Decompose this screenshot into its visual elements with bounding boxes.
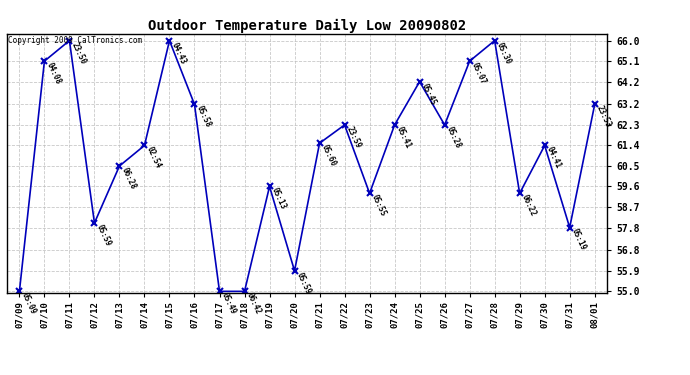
Text: 05:59: 05:59 [95,223,112,248]
Text: 04:43: 04:43 [170,40,188,65]
Text: 23:59: 23:59 [344,125,362,150]
Text: 06:42: 06:42 [244,291,262,316]
Text: 05:30: 05:30 [495,40,513,65]
Text: 02:54: 02:54 [144,146,162,170]
Text: 04:41: 04:41 [544,146,562,170]
Text: 23:53: 23:53 [595,104,613,129]
Text: 04:08: 04:08 [44,61,62,86]
Text: Copyright 2009 CalTronics.com: Copyright 2009 CalTronics.com [8,36,142,45]
Text: 05:13: 05:13 [270,186,288,211]
Text: 05:60: 05:60 [319,143,337,168]
Text: 05:45: 05:45 [420,82,437,106]
Text: 05:59: 05:59 [295,271,313,296]
Text: 05:58: 05:58 [195,104,213,129]
Text: 05:19: 05:19 [570,228,588,252]
Text: 05:28: 05:28 [444,125,462,150]
Title: Outdoor Temperature Daily Low 20090802: Outdoor Temperature Daily Low 20090802 [148,18,466,33]
Text: 05:09: 05:09 [19,291,37,316]
Text: 05:07: 05:07 [470,61,488,86]
Text: 05:41: 05:41 [395,125,413,150]
Text: 06:28: 06:28 [119,166,137,191]
Text: 05:55: 05:55 [370,194,388,218]
Text: 23:50: 23:50 [70,40,88,65]
Text: 05:49: 05:49 [219,291,237,316]
Text: 06:22: 06:22 [520,194,538,218]
